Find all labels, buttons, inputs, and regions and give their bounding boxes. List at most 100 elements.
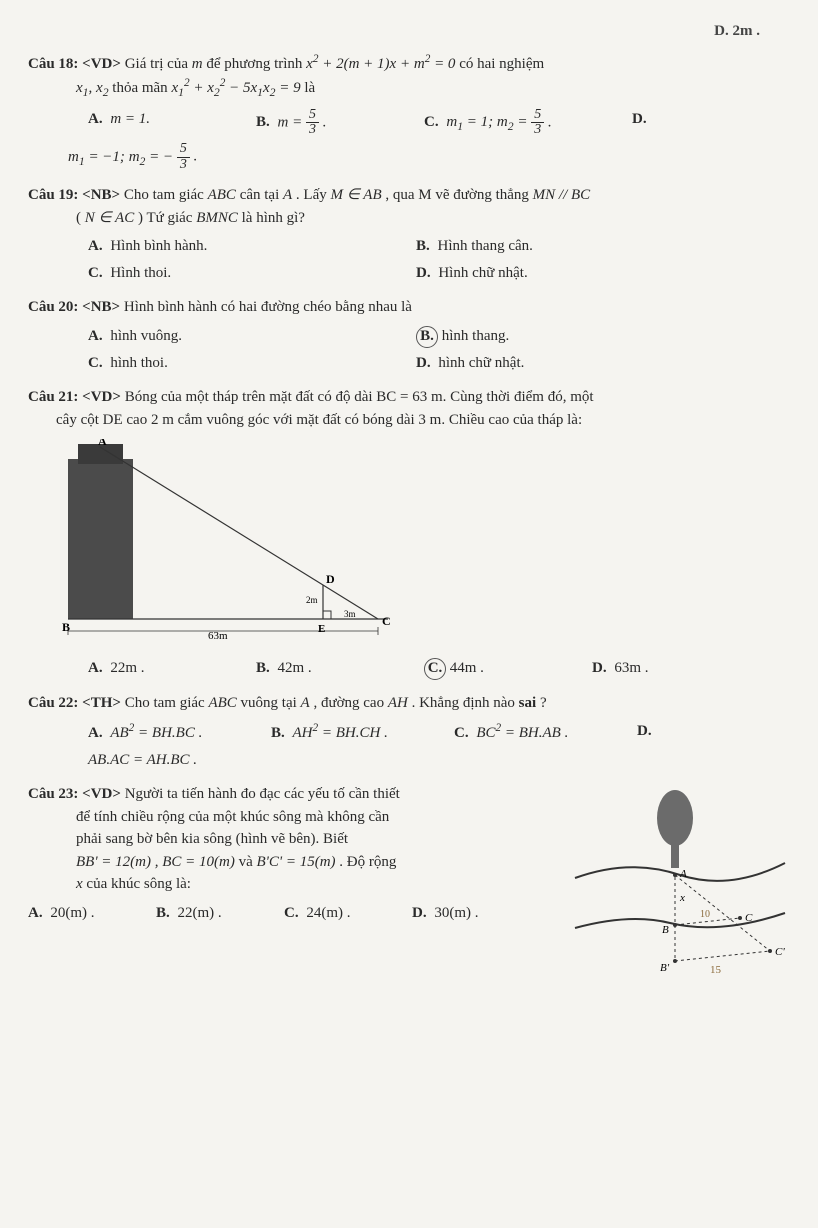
q23-l1: Người ta tiến hành đo đạc các yếu tố cần… [125,786,400,802]
q23-l4-b: và [239,854,257,870]
q19-A: A [283,187,292,203]
q18-opt-b-frac: 5 3 [306,108,319,138]
q22-text-d: . Khẳng định nào [412,695,519,711]
question-19: Câu 19: <NB> Cho tam giác ABC cân tại A … [28,184,790,286]
q22-opt-a-text: AB2 = BH.BC . [110,725,202,741]
q18-opt-c-den: 3 [531,123,544,138]
tree-crown [657,790,693,846]
q18-opt-b-num: 5 [306,108,319,124]
q22-opt-b-label: B. [271,725,285,741]
q18-opt-b-den: 3 [306,123,319,138]
q19-line2: ( N ∈ AC ) Tứ giác BMNC là hình gì? [76,207,790,230]
q22-q: ? [540,695,547,711]
q22-opt-d: AB.AC = AH.BC . [88,747,256,774]
label-63m: 63m [208,630,228,639]
question-21: Câu 21: <VD> Bóng của một tháp trên mặt … [28,386,790,682]
q22-opt-d-label-only: D. [637,718,675,747]
q18-opt-c-num: 5 [531,108,544,124]
q23-figure: A x B 10 C B' C' 15 [570,783,790,991]
q20-opt-b-text: hình thang. [442,328,510,344]
q19-text-c: . Lấy [296,187,331,203]
q18-opt-c-post: . [548,114,552,130]
q18-number: Câu 18: [28,56,78,72]
q22-number: Câu 22: [28,695,78,711]
q19-tag: <NB> [82,187,124,203]
q18-m: m [192,56,203,72]
label-D: D [326,572,335,586]
label-2m: 2m [306,595,318,605]
q18-opt-c-pre: m1 = 1; m2 = [446,114,531,130]
q18-tag: <VD> [82,56,125,72]
q19-line2-b: ) Tứ giác [138,210,196,226]
q18-opt-d-den: 3 [177,158,190,173]
q23-l5-b: của khúc sông là: [86,876,191,892]
label-Bp: B' [660,962,670,974]
q19-opt-a-label: A. [88,238,103,254]
q19-opt-d-label: D. [416,265,431,281]
label-B: B [62,620,70,634]
near-bank [575,913,785,928]
q23-opt-d-label: D. [412,905,427,921]
q23-l5-a: x [76,876,83,892]
q18-x1x2: x1, x2 [76,80,109,96]
label-x: x [679,892,685,904]
q20-tag: <NB> [82,299,124,315]
q23-opt-d: D. 30(m) . [412,900,540,927]
q20-opt-c-text: hình thoi. [110,355,168,371]
q23-opt-a-label: A. [28,905,43,921]
q21-tag: <VD> [82,389,125,405]
q21-opt-c: C. 44m . [424,655,592,682]
q20-opt-d-label: D. [416,355,431,371]
q20-opt-b: B. hình thang. [416,323,744,350]
label-C: C [382,614,391,628]
q19-opt-c-label: C. [88,265,103,281]
q22-opt-a: A. AB2 = BH.BC . [88,718,271,747]
q23-l4-c: B'C' = 15(m) [257,854,336,870]
label-3m: 3m [344,609,356,619]
q19-opt-b-label: B. [416,238,430,254]
q23-opt-c-text: 24(m) . [306,905,350,921]
q20-opt-d: D. hình chữ nhật. [416,350,744,377]
q19-line2-c: là hình gì? [242,210,305,226]
q21-opt-d-label: D. [592,660,607,676]
q20-opt-a-label: A. [88,328,103,344]
q19-text-a: Cho tam giác [124,187,208,203]
question-20: Câu 20: <NB> Hình bình hành có hai đường… [28,296,790,376]
q23-number: Câu 23: [28,786,78,802]
q18-opt-d-frac: 5 3 [177,142,190,172]
river-svg: A x B 10 C B' C' 15 [570,783,790,983]
q19-m-in: M ∈ AB [331,187,382,203]
q20-opt-d-text: hình chữ nhật. [438,355,524,371]
label-E: E [318,623,325,635]
q22-text-b: vuông tại [241,695,301,711]
q22-opt-d-label: D. [637,723,652,739]
q21-opt-a-label: A. [88,660,103,676]
question-23: A x B 10 C B' C' 15 Câu 23: <VD> Người t… [28,783,790,991]
hypotenuse [100,447,378,619]
q19-text-d: , qua M vẽ đường thẳng [385,187,532,203]
q19-opt-c-text: Hình thoi. [110,265,171,281]
right-angle-e [323,611,331,619]
q18-options: A. m = 1. B. m = 5 3 . C. m1 = 1; m2 = 5… [88,106,790,175]
q21-text-b: cây cột DE cao 2 m cắm vuông góc với mặt… [56,409,790,432]
q20-text: Hình bình hành có hai đường chéo bằng nh… [124,299,412,315]
q18-line2: x1, x2 thỏa mãn x12 + x22 − 5x1x2 = 9 là [76,75,790,102]
q21-opt-b: B. 42m . [256,655,424,682]
q18-opt-c-label: C. [424,114,439,130]
q18-opt-a-label: A. [88,111,103,127]
q21-number: Câu 21: [28,389,78,405]
q19-opt-d-text: Hình chữ nhật. [438,265,527,281]
q18-opt-d-post: . [194,149,198,165]
q20-opt-c: C. hình thoi. [88,350,416,377]
q23-opt-c: C. 24(m) . [284,900,412,927]
q18-line2-a: thỏa mãn [112,80,171,96]
q21-opt-c-text: 44m . [450,660,484,676]
q23-opt-b-label: B. [156,905,170,921]
q22-opt-d-text: AB.AC = AH.BC . [88,752,197,768]
q18-line2-eq: x12 + x22 − 5x1x2 = 9 [171,80,300,96]
q18-opt-d-pre: m1 = −1; m2 = − [68,149,177,165]
q21-opt-b-text: 42m . [278,660,312,676]
q21-opt-c-label: C. [424,658,446,680]
q22-opt-b-text: AH2 = BH.CH . [293,725,388,741]
q23-tag: <VD> [82,786,125,802]
